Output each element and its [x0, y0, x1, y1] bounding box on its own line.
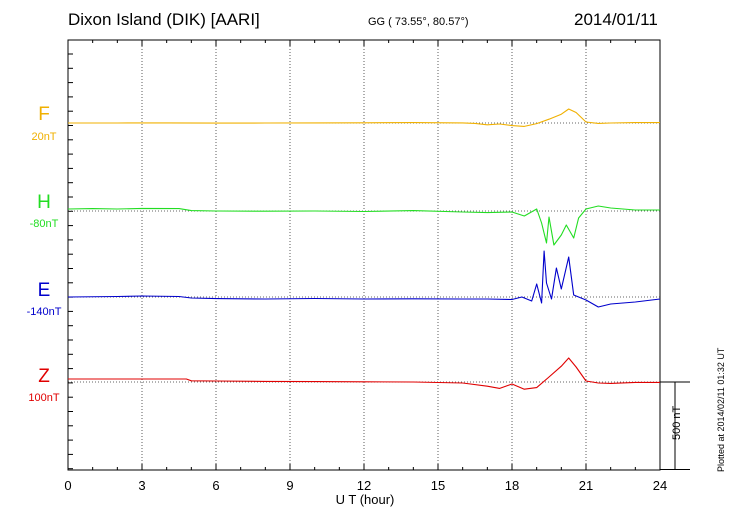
x-tick-label-6: 6: [212, 478, 220, 493]
channel-baseline-e: -140nT: [26, 306, 62, 318]
scale-bar-label: 500 nT: [671, 405, 683, 440]
series-line-h: [67, 205, 660, 246]
channel-label-f: F: [38, 104, 50, 125]
channel-label-z: Z: [38, 366, 50, 387]
channel-baseline-h: -80nT: [29, 218, 59, 230]
x-tick-label-9: 9: [286, 478, 294, 493]
x-tick-label-0: 0: [64, 478, 72, 493]
plotted-timestamp: Plotted at 2014/02/11 01:32 UT: [716, 347, 726, 472]
geographic-coordinates: GG ( 73.55°, 80.57°): [368, 16, 469, 28]
series-line-z: [68, 357, 660, 390]
series-line-f: [68, 108, 660, 127]
channel-baseline-f: 20nT: [31, 131, 57, 143]
chart-date: 2014/01/11: [574, 10, 658, 29]
x-tick-label-18: 18: [504, 478, 520, 493]
x-tick-label-21: 21: [578, 478, 594, 493]
plot-frame: [67, 39, 661, 471]
x-tick-label-15: 15: [430, 478, 446, 493]
channel-label-h: H: [37, 192, 51, 213]
x-tick-label-24: 24: [652, 478, 668, 493]
series-line-e: [67, 250, 661, 308]
channel-label-e: E: [37, 280, 51, 301]
station-title: Dixon Island (DIK) [AARI]: [68, 10, 260, 29]
channel-baseline-z: 100nT: [28, 392, 60, 404]
x-tick-label-3: 3: [138, 478, 146, 493]
x-axis-label: U T (hour): [335, 492, 395, 507]
x-tick-label-12: 12: [356, 478, 372, 493]
